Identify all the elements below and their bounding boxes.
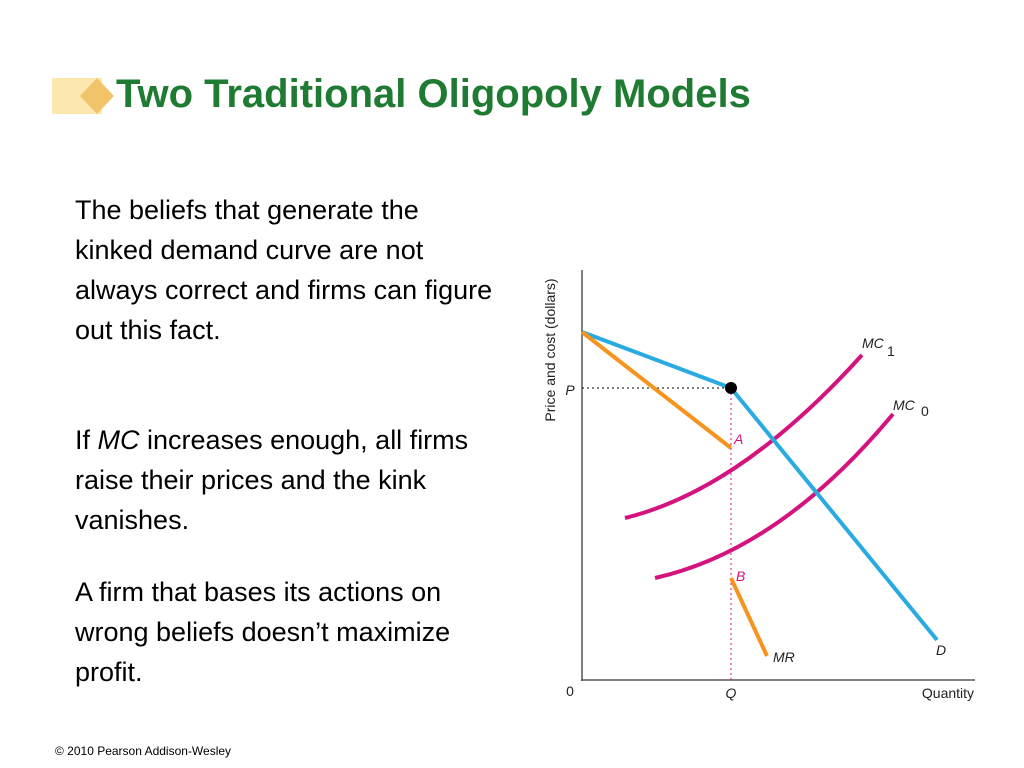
price-label: P: [565, 382, 575, 398]
slide-title: Two Traditional Oligopoly Models: [116, 72, 751, 116]
mc1-subscript: 1: [887, 343, 895, 359]
y-axis-label: Price and cost (dollars): [542, 278, 558, 421]
emphasis: MC: [97, 425, 140, 455]
point-b-label: B: [736, 568, 745, 584]
kink-point: [725, 382, 737, 394]
mc0-subscript: 0: [921, 403, 929, 419]
quantity-label: Q: [726, 685, 737, 701]
text: A firm that bases its actions on wrong b…: [75, 577, 451, 687]
origin-label: 0: [566, 683, 574, 699]
x-axis-label: Quantity: [922, 685, 974, 701]
paragraph: A firm that bases its actions on wrong b…: [75, 572, 495, 692]
text: increases enough, all firms raise their …: [75, 425, 469, 535]
paragraph: If MC increases enough, all firms raise …: [75, 420, 495, 540]
point-a-label: A: [733, 431, 743, 447]
paragraph: The beliefs that generate the kinked dem…: [75, 190, 495, 350]
mc0-label: MC: [893, 397, 916, 413]
copyright: © 2010 Pearson Addison-Wesley: [55, 744, 232, 758]
mr-label: MR: [773, 649, 795, 665]
text: If: [75, 425, 98, 455]
demand-label: D: [936, 642, 946, 658]
title-diamond: [80, 78, 114, 114]
text: The beliefs that generate the kinked dem…: [75, 195, 493, 345]
mr-upper: [580, 330, 733, 450]
demand-curve: [581, 330, 939, 642]
mc1-curve: [624, 353, 864, 520]
mc1-label: MC: [862, 335, 885, 351]
mc0-curve: [654, 412, 895, 580]
mr-lower: [729, 577, 769, 657]
